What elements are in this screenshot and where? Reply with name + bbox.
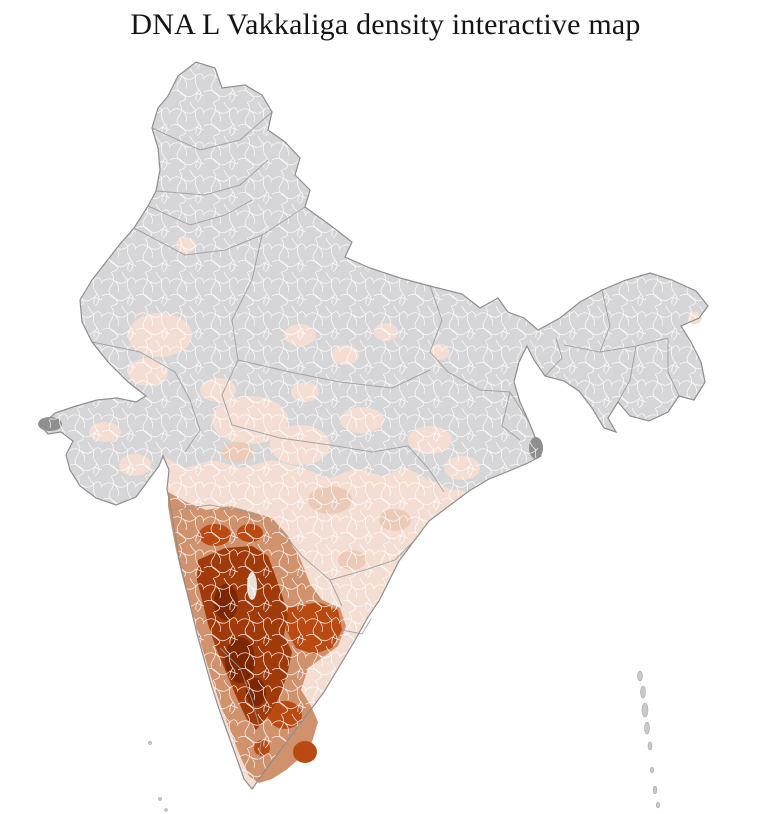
india-outline [40, 61, 709, 790]
state-borders [91, 111, 680, 763]
island-chain[interactable] [148, 670, 661, 812]
district-borders-texture [41, 62, 708, 789]
